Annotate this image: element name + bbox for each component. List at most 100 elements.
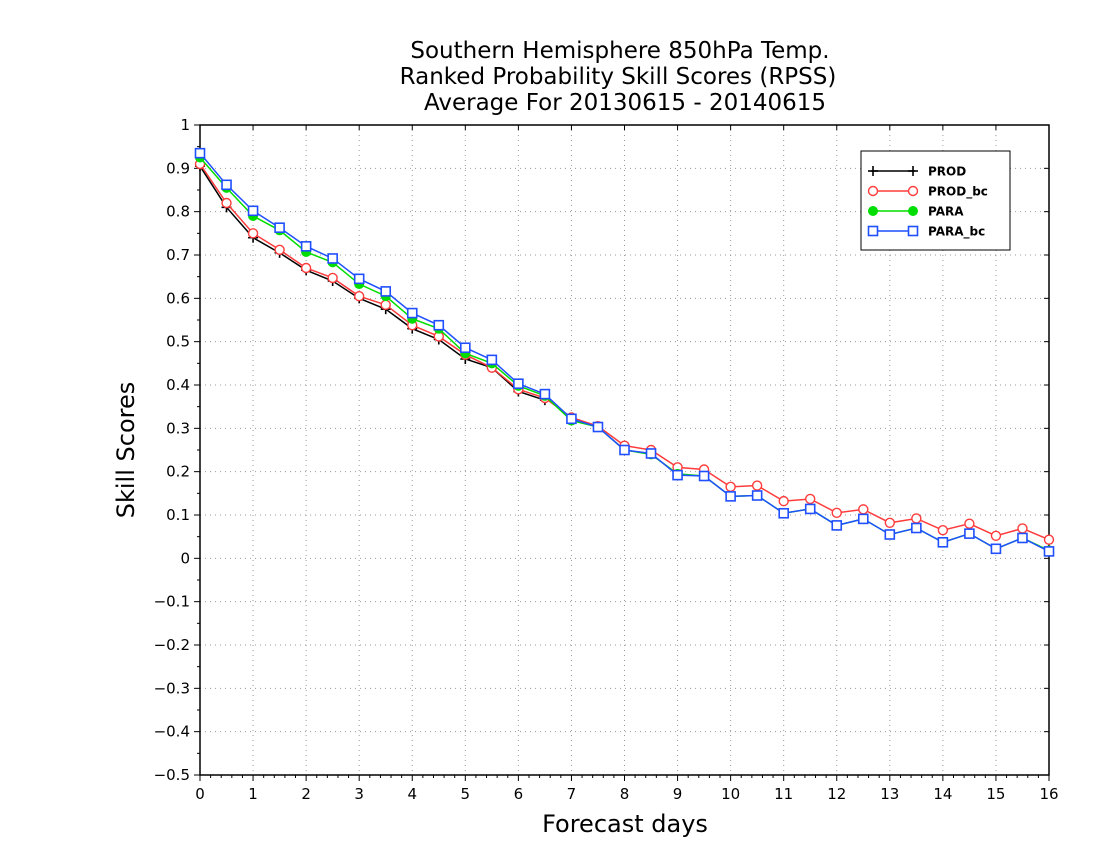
y-tick-label: 0.6 xyxy=(166,289,190,307)
legend-label: PROD_bc xyxy=(928,185,988,200)
data-point-prod-bc xyxy=(274,244,285,256)
data-point-prod-bc xyxy=(300,262,312,274)
y-tick-label: 0.8 xyxy=(166,203,190,221)
x-tick-label: 2 xyxy=(301,785,311,803)
y-tick-label: 1 xyxy=(180,116,190,134)
data-point-para-bc xyxy=(751,490,763,501)
chart-title: Southern Hemisphere 850hPa Temp. Ranked … xyxy=(400,38,837,116)
data-point-para-bc xyxy=(194,147,206,159)
data-point-para-bc xyxy=(380,286,392,297)
data-point-para-bc xyxy=(247,205,259,217)
y-tick-label: −0.5 xyxy=(154,766,190,784)
data-point-para-bc xyxy=(937,536,949,548)
y-tick-label: 0.5 xyxy=(166,333,190,351)
y-tick-label: 0.4 xyxy=(166,376,190,394)
y-tick-label: −0.3 xyxy=(154,679,190,697)
data-point-para-bc xyxy=(433,319,445,331)
y-tick-label: 0 xyxy=(180,549,190,567)
title-line-1: Southern Hemisphere 850hPa Temp. xyxy=(410,38,829,64)
title-line-3: Average For 20130615 - 20140615 xyxy=(424,90,826,116)
data-point-prod-bc xyxy=(247,228,259,239)
data-point-prod-bc xyxy=(1043,534,1055,545)
legend-marker-left xyxy=(868,206,878,216)
legend-entry-para: PARA xyxy=(868,205,964,219)
legend-marker-right xyxy=(907,225,919,237)
legend-marker-left xyxy=(867,225,879,237)
legend-box xyxy=(860,150,1011,251)
data-point-prod-bc xyxy=(380,299,391,311)
y-tick-label: 0.9 xyxy=(166,159,190,177)
y-axis-label: Skill Scores xyxy=(112,382,140,519)
data-point-prod-bc xyxy=(751,480,763,491)
x-tick-label: 0 xyxy=(195,785,205,803)
x-tick-label: 11 xyxy=(774,785,793,803)
data-point-para-bc xyxy=(778,507,789,519)
y-tick-label: −0.4 xyxy=(154,723,190,741)
x-axis-label: Forecast days xyxy=(542,810,708,838)
legend-marker-left xyxy=(867,185,879,197)
legend-marker-right xyxy=(908,206,918,216)
legend-entry-prod-bc: PROD_bc xyxy=(867,185,988,200)
series-para-bc xyxy=(194,147,1055,557)
x-tick-label: 16 xyxy=(1039,785,1058,803)
data-point-para-bc xyxy=(460,342,471,354)
data-point-para-bc xyxy=(1043,546,1055,557)
x-tick-label: 8 xyxy=(620,785,630,803)
x-tick-label: 9 xyxy=(673,785,683,803)
data-point-prod-bc xyxy=(353,290,365,302)
y-tick-label: 0.7 xyxy=(166,246,190,264)
data-point-para-bc xyxy=(884,529,896,540)
data-point-prod-bc xyxy=(964,518,975,529)
data-point-para-bc xyxy=(327,253,338,264)
data-point-prod-bc xyxy=(990,530,1002,541)
legend-entry-para-bc: PARA_bc xyxy=(867,225,985,240)
data-point-para-bc xyxy=(672,469,683,481)
data-point-para-bc xyxy=(274,222,285,233)
data-point-prod-bc xyxy=(937,524,949,536)
data-point-prod-bc xyxy=(725,481,736,493)
data-point-para-bc xyxy=(1017,532,1028,544)
data-point-para-bc xyxy=(698,470,710,482)
data-point-prod-bc xyxy=(858,504,869,515)
legend-label: PARA_bc xyxy=(928,225,985,240)
legend-label: PARA xyxy=(928,205,964,219)
data-point-para-bc xyxy=(353,273,365,285)
data-point-para-bc xyxy=(857,513,869,525)
data-point-para-bc xyxy=(592,421,604,433)
data-point-para-bc xyxy=(990,543,1002,555)
y-tick-label: 0.3 xyxy=(166,419,190,437)
x-tick-label: 12 xyxy=(827,785,846,803)
data-point-para-bc xyxy=(725,491,736,502)
data-point-para-bc xyxy=(221,179,232,191)
data-point-prod-bc xyxy=(805,493,816,505)
data-point-para-bc xyxy=(911,522,922,534)
data-point-prod-bc xyxy=(1017,523,1028,534)
data-point-prod-bc xyxy=(831,507,842,519)
legend-marker-right xyxy=(907,185,919,197)
y-tick-label: −0.1 xyxy=(154,593,190,611)
data-point-para-bc xyxy=(566,413,577,425)
series-lines xyxy=(194,147,1055,557)
legend-label: PROD xyxy=(928,165,966,179)
legend-entry-prod: PROD xyxy=(868,165,966,179)
data-point-para-bc xyxy=(539,388,551,400)
data-point-prod-bc xyxy=(327,272,338,284)
data-point-para-bc xyxy=(486,354,498,366)
data-point-prod-bc xyxy=(884,517,896,528)
data-point-prod-bc xyxy=(911,513,922,524)
x-tick-label: 3 xyxy=(354,785,364,803)
x-tick-label: 7 xyxy=(567,785,577,803)
y-tick-label: 0.2 xyxy=(166,463,190,481)
y-tick-label: −0.2 xyxy=(154,636,190,654)
legend-marker-left xyxy=(868,166,878,176)
x-tick-label: 5 xyxy=(461,785,471,803)
x-tick-label: 1 xyxy=(248,785,258,803)
title-line-2: Ranked Probability Skill Scores (RPSS) xyxy=(400,64,837,90)
data-point-para-bc xyxy=(300,241,312,252)
legend-marker-right xyxy=(908,166,918,176)
x-tick-label: 10 xyxy=(721,785,740,803)
y-tick-label: 0.1 xyxy=(166,506,190,524)
data-point-para-bc xyxy=(804,503,816,515)
x-tick-label: 15 xyxy=(986,785,1005,803)
